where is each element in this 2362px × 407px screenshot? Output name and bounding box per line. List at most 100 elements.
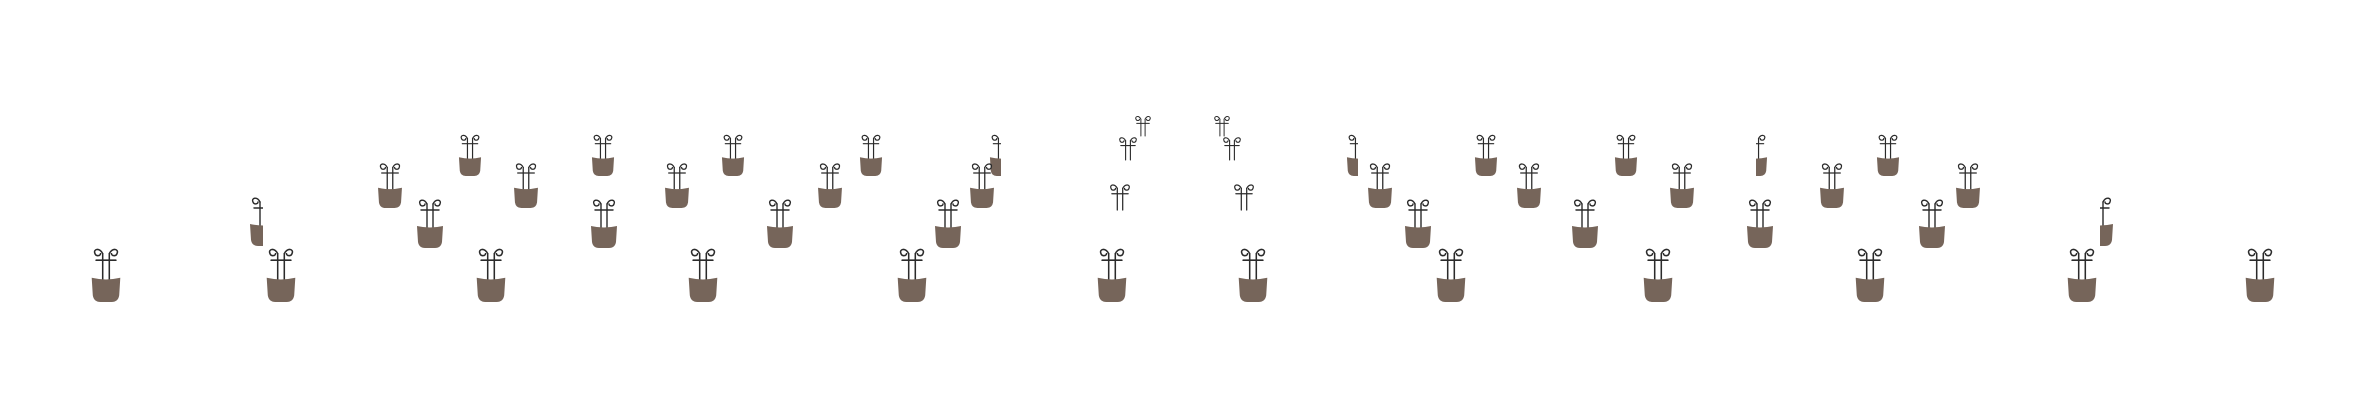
sprout-in-pot-icon — [1820, 163, 1844, 208]
pot-shape — [818, 187, 842, 208]
sprout-stems — [1369, 163, 1391, 191]
sprout-in-pot-icon — [721, 134, 745, 176]
sprout-stems — [861, 134, 881, 160]
sprout-in-pot-icon — [266, 248, 296, 302]
sprout-stems — [666, 163, 688, 191]
sprout-stems — [1438, 248, 1464, 281]
pot-shape — [458, 157, 482, 176]
pot-shape — [1405, 226, 1431, 248]
sprout-in-pot-icon — [458, 134, 482, 176]
sprout-in-pot-icon — [665, 163, 689, 208]
pot-shape — [1643, 277, 1673, 302]
sprout-stems — [1857, 248, 1883, 281]
sprout-stems — [1920, 199, 1944, 229]
sprout-stems — [1616, 134, 1636, 160]
pot-shape — [91, 277, 121, 302]
pot-shape — [1956, 187, 1980, 208]
pot-shape — [665, 187, 689, 208]
pot-shape — [476, 277, 506, 302]
pot-shape — [1436, 277, 1466, 302]
pot-shape — [2245, 277, 2275, 302]
sprout-in-pot-icon — [1119, 137, 1137, 161]
sprout-stems — [515, 163, 537, 191]
pot-shape — [591, 226, 617, 248]
sprout-stems — [1240, 248, 1266, 281]
pot-shape — [1756, 157, 1768, 176]
sprout-stems — [93, 248, 119, 281]
pot-shape — [989, 157, 1001, 176]
sprout-in-pot-icon — [1097, 248, 1127, 302]
sprout-in-pot-icon — [1747, 199, 1773, 248]
sprout-in-pot-icon — [1614, 134, 1638, 176]
sprout-stems — [379, 163, 401, 191]
pot-shape — [250, 224, 263, 246]
sprout-in-pot-icon — [2067, 248, 2097, 302]
sprout-stems — [1223, 137, 1241, 161]
sprout-in-pot-icon — [859, 134, 883, 176]
pot-shape — [514, 187, 538, 208]
sprout-stems — [592, 199, 616, 229]
sprout-stems — [2247, 248, 2273, 281]
sprout-in-pot-icon — [1919, 199, 1945, 248]
pot-shape — [1614, 157, 1638, 176]
sprout-stems — [936, 199, 960, 229]
sprout-in-pot-icon — [989, 134, 1001, 176]
sprout-stems — [2069, 248, 2095, 281]
sprout-stems — [1748, 199, 1772, 229]
pot-shape — [1747, 226, 1773, 248]
sprout-in-pot-icon — [1876, 134, 1900, 176]
sprout-in-pot-icon — [1234, 184, 1254, 211]
sprout-stems — [971, 163, 993, 191]
sprout-stems — [268, 248, 294, 281]
pot-shape — [1572, 226, 1598, 248]
sprout-in-pot-icon — [897, 248, 927, 302]
sprout-stems — [1957, 163, 1979, 191]
sprout-stems — [593, 134, 613, 160]
sprout-stems — [1348, 134, 1358, 160]
sprout-in-pot-icon — [591, 199, 617, 248]
sprout-in-pot-icon — [1855, 248, 1885, 302]
pot-shape — [1097, 277, 1127, 302]
sprout-stems — [690, 248, 716, 281]
pot-shape — [897, 277, 927, 302]
pot-shape — [1820, 187, 1844, 208]
sprout-in-pot-icon — [1956, 163, 1980, 208]
sprout-stems — [2100, 197, 2112, 227]
sprout-in-pot-icon — [417, 199, 443, 248]
sprout-stems — [1756, 134, 1766, 160]
pot-shape — [1919, 226, 1945, 248]
sprout-in-pot-icon — [1756, 134, 1768, 176]
pot-shape — [767, 226, 793, 248]
pot-shape — [970, 187, 994, 208]
pot-shape — [591, 157, 615, 176]
sprout-stems — [1214, 116, 1230, 137]
pot-shape — [1670, 187, 1694, 208]
sprout-stems — [1878, 134, 1898, 160]
sprout-stems — [1099, 248, 1125, 281]
sprout-stems — [1821, 163, 1843, 191]
sprout-in-pot-icon — [1436, 248, 1466, 302]
sprout-in-pot-icon — [1474, 134, 1498, 176]
sprout-stems — [1119, 137, 1137, 161]
sprout-stems — [819, 163, 841, 191]
sprout-in-pot-icon — [1368, 163, 1392, 208]
sprout-stems — [768, 199, 792, 229]
sprout-in-pot-icon — [1405, 199, 1431, 248]
pot-shape — [417, 226, 443, 248]
sprout-in-pot-icon — [91, 248, 121, 302]
sprout-in-pot-icon — [1346, 134, 1358, 176]
sprout-in-pot-icon — [476, 248, 506, 302]
pot-shape — [721, 157, 745, 176]
pot-shape — [1368, 187, 1392, 208]
sprout-in-pot-icon — [688, 248, 718, 302]
sprout-stems — [1234, 184, 1254, 211]
sprout-in-pot-icon — [1572, 199, 1598, 248]
sprout-stems — [478, 248, 504, 281]
sprout-in-pot-icon — [970, 163, 994, 208]
pot-shape — [1517, 187, 1541, 208]
pot-shape — [2067, 277, 2097, 302]
sprout-in-pot-icon — [1214, 116, 1230, 137]
sprout-in-pot-icon — [1670, 163, 1694, 208]
